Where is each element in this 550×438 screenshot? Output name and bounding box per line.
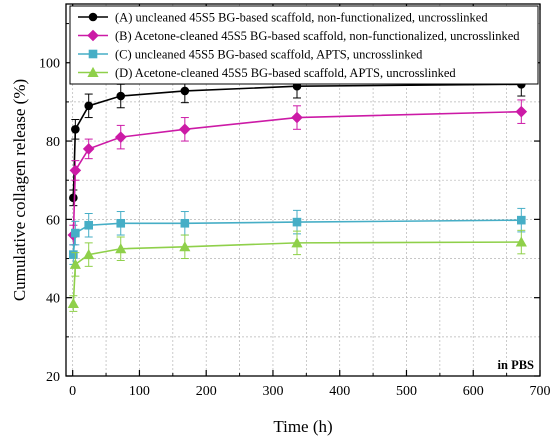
legend-marker: [88, 49, 98, 59]
data-point: [84, 220, 93, 230]
data-point: [69, 164, 82, 177]
data-point: [180, 218, 190, 228]
series-c: [69, 207, 526, 265]
data-point: [69, 258, 81, 269]
y-tick-label: 80: [46, 135, 60, 150]
legend-label: (C) uncleaned 45S5 BG-based scaffold, AP…: [115, 48, 423, 62]
plot-frame: [65, 3, 541, 377]
data-point: [67, 297, 79, 309]
legend-marker: [88, 12, 98, 22]
data-point: [291, 237, 303, 248]
legend-label: (A) uncleaned 45S5 BG-based scaffold, no…: [115, 11, 488, 25]
axes: 0 100 200 300 400 500 600 700 20 40 60 80 100: [39, 3, 550, 399]
legend-item: (B) Acetone-cleaned 45S5 BG-based scaffo…: [78, 29, 520, 43]
data-point: [179, 123, 191, 136]
legend-item: (D) Acetone-cleaned 45S5 BG-based scaffo…: [78, 66, 456, 80]
series-b: [67, 99, 528, 246]
y-tick-label: 20: [46, 370, 60, 385]
data-point: [82, 143, 95, 155]
data-point: [84, 101, 93, 111]
y-tick-label: 100: [39, 57, 60, 72]
data-point: [517, 215, 526, 225]
legend-item: (C) uncleaned 45S5 BG-based scaffold, AP…: [78, 48, 423, 62]
annotation-label: in PBS: [498, 358, 535, 372]
x-tick-label: 300: [262, 384, 283, 399]
legend-label: (D) Acetone-cleaned 45S5 BG-based scaffo…: [115, 66, 456, 80]
data-point: [116, 91, 126, 101]
series-d: [67, 229, 527, 312]
x-tick-label: 600: [463, 384, 484, 399]
data-point: [115, 243, 127, 254]
x-axis-title: Time (h): [273, 417, 332, 436]
data-point: [69, 193, 78, 203]
x-tick-label: 200: [196, 384, 217, 399]
legend-marker: [87, 29, 99, 42]
data-point: [116, 218, 126, 228]
series-a: [69, 72, 526, 207]
y-tick-label: 40: [46, 292, 60, 307]
data-point: [71, 125, 80, 134]
data-point: [291, 111, 303, 124]
x-tick-label: 700: [530, 384, 550, 399]
legend-marker: [87, 66, 99, 77]
x-tick-label: 400: [329, 384, 350, 399]
data-point: [515, 236, 527, 247]
x-tick-label: 0: [69, 384, 76, 399]
data-point: [69, 250, 78, 259]
legend-item: (A) uncleaned 45S5 BG-based scaffold, no…: [78, 11, 488, 25]
data-point: [515, 105, 528, 118]
data-point: [292, 217, 302, 227]
data-point: [83, 249, 95, 260]
series-layer: [67, 72, 528, 312]
data-point: [179, 241, 191, 252]
x-tick-label: 500: [396, 384, 417, 399]
x-tick-label: 100: [129, 384, 150, 399]
y-tick-label: 60: [46, 213, 60, 228]
y-axis-title: Cumulative collagen release (%): [10, 79, 29, 301]
data-point: [114, 131, 127, 143]
legend-label: (B) Acetone-cleaned 45S5 BG-based scaffo…: [115, 29, 520, 43]
legend-box: [69, 5, 539, 85]
legend: (A) uncleaned 45S5 BG-based scaffold, no…: [69, 5, 539, 85]
data-point: [180, 86, 190, 96]
data-point: [71, 228, 80, 238]
